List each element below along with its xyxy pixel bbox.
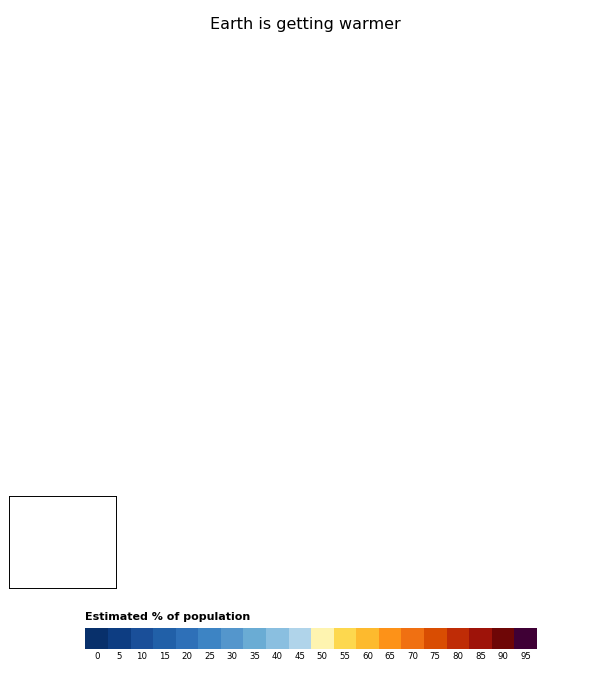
Text: 35: 35 (249, 652, 260, 661)
Text: 25: 25 (204, 652, 215, 661)
Text: 0: 0 (94, 652, 99, 661)
Text: 45: 45 (294, 652, 306, 661)
Bar (243, 628, 266, 649)
Bar (311, 628, 334, 649)
Bar (289, 628, 311, 649)
Text: 70: 70 (407, 652, 418, 661)
Text: 20: 20 (181, 652, 193, 661)
Text: Earth is getting warmer: Earth is getting warmer (210, 17, 400, 32)
Text: 85: 85 (475, 652, 486, 661)
Bar (198, 628, 221, 649)
Bar (447, 628, 469, 649)
Bar (469, 628, 492, 649)
Bar (401, 628, 424, 649)
Bar (176, 628, 198, 649)
Text: 5: 5 (117, 652, 122, 661)
Bar (153, 628, 176, 649)
Text: 50: 50 (317, 652, 328, 661)
Bar (492, 628, 514, 649)
Text: 30: 30 (226, 652, 238, 661)
Text: 95: 95 (520, 652, 531, 661)
Bar (131, 628, 153, 649)
Bar (379, 628, 401, 649)
Text: 65: 65 (384, 652, 396, 661)
Bar (424, 628, 447, 649)
Text: 90: 90 (498, 652, 508, 661)
Text: 40: 40 (271, 652, 283, 661)
Text: 75: 75 (429, 652, 441, 661)
Bar (266, 628, 289, 649)
Bar (108, 628, 131, 649)
Bar (356, 628, 379, 649)
Bar (85, 628, 108, 649)
Text: 55: 55 (339, 652, 351, 661)
Text: 80: 80 (452, 652, 464, 661)
Text: Estimated % of population: Estimated % of population (85, 612, 251, 622)
Bar (334, 628, 356, 649)
Text: 60: 60 (362, 652, 373, 661)
Text: 15: 15 (159, 652, 170, 661)
Text: 10: 10 (136, 652, 148, 661)
Bar (514, 628, 537, 649)
Bar (221, 628, 243, 649)
